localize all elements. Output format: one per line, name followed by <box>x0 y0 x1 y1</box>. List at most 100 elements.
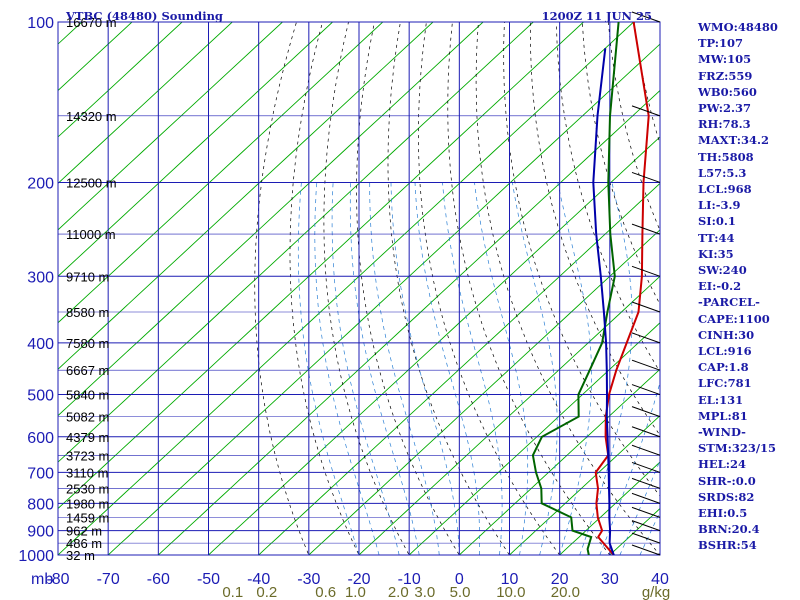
height-label: 486 m <box>66 536 102 551</box>
index-value: SRDS:82 <box>698 489 755 504</box>
height-label: 2530 m <box>66 481 109 496</box>
index-value: L57:5.3 <box>698 165 747 180</box>
moist-adiabat-line <box>442 182 503 555</box>
height-label: 9710 m <box>66 269 109 284</box>
height-label: 962 m <box>66 524 102 539</box>
pressure-tick-label: 300 <box>27 269 54 286</box>
temperature-tick-label: 10 <box>501 571 519 588</box>
wind-barb <box>631 265 661 277</box>
mixing-ratio-label: 5.0 <box>450 584 471 600</box>
isotherm-line <box>58 22 233 184</box>
wind-barbs <box>631 11 661 556</box>
isotherm-line <box>58 22 283 231</box>
dry-adiabat-line <box>323 22 410 555</box>
mixing-ratio-label: 0.6 <box>315 584 336 600</box>
index-value: WMO:48480 <box>698 20 778 34</box>
pressure-tick-label: 800 <box>27 496 54 513</box>
index-value: STM:323/15 <box>698 441 777 456</box>
isotherm-line <box>0 22 32 566</box>
isotherm-line <box>58 22 584 510</box>
index-value: LI:-3.9 <box>698 198 741 213</box>
dry-adiabat-line <box>529 22 660 436</box>
mixing-ratio-label: 10.0 <box>496 584 525 600</box>
isotherm-line <box>157 89 660 555</box>
index-value: PW:2.37 <box>698 101 752 115</box>
index-value: -PARCEL- <box>698 295 760 310</box>
temperature-tick-label: -30 <box>297 571 320 588</box>
index-value: SHR-:0.0 <box>698 473 756 488</box>
height-label: 8580 m <box>66 305 109 320</box>
wind-barb <box>631 461 661 473</box>
valid-time: 1200Z 11 JUN 25 <box>542 9 652 23</box>
index-value: EI:-0.2 <box>698 279 742 294</box>
wind-barb <box>631 223 661 235</box>
moist-adiabat-line <box>331 182 400 555</box>
moist-adiabat-line <box>512 182 558 555</box>
mixing-ratio-label: 0.2 <box>256 584 277 600</box>
index-value: MAXT:34.2 <box>698 133 769 148</box>
index-value: LCL:916 <box>698 344 752 358</box>
isotherm-line <box>559 461 660 555</box>
mixing-ratio-label: 2.0 <box>388 584 409 600</box>
height-label: 6667 m <box>66 363 109 378</box>
sounding-profiles <box>531 22 650 555</box>
pressure-tick-label: 200 <box>27 175 54 192</box>
height-label: 16670 m <box>66 15 117 30</box>
mixing-ratio-label: 0.1 <box>222 584 243 600</box>
index-value: BRN:20.4 <box>698 522 760 537</box>
mixing-ratio-unit: g/kg <box>642 584 670 600</box>
temperature-tick-label: -50 <box>197 571 220 588</box>
isotherm-line <box>58 22 634 555</box>
pressure-tick-label: 100 <box>27 15 54 32</box>
index-value: TH:5808 <box>698 149 754 164</box>
index-value: CAP:1.8 <box>698 360 749 375</box>
height-label: 14320 m <box>66 109 117 124</box>
wind-barb <box>631 359 661 371</box>
moist-adiabat-line <box>474 182 529 555</box>
height-label: 3110 m <box>66 465 108 480</box>
pressure-tick-label: 400 <box>27 336 54 353</box>
index-value: HEL:24 <box>698 457 746 472</box>
index-value: RH:78.3 <box>698 117 751 132</box>
index-value: CINH:30 <box>698 327 755 342</box>
isotherm-line <box>107 43 660 555</box>
index-value: MW:105 <box>698 52 752 67</box>
wind-barb <box>631 532 661 544</box>
height-label: 1459 m <box>66 510 109 525</box>
isotherm-lines <box>0 22 660 566</box>
index-value: MPL:81 <box>698 408 748 423</box>
isotherm-line <box>58 22 534 463</box>
height-label: 1980 m <box>66 496 109 511</box>
dry-adiabat-line <box>503 22 660 497</box>
pressure-tick-label: 900 <box>27 524 54 541</box>
wind-barb <box>631 171 661 183</box>
parcel-profile <box>592 48 615 555</box>
index-value: -WIND- <box>698 425 746 439</box>
wind-barb <box>631 520 661 532</box>
temperature-tick-label: 20 <box>551 571 569 588</box>
moist-adiabat-line <box>599 381 660 555</box>
station-title: VTBC (48480) Sounding <box>65 9 223 23</box>
dry-adiabat-line <box>289 22 360 555</box>
wind-barb <box>631 477 661 489</box>
index-value: SW:240 <box>698 263 747 277</box>
temperature-tick-label: -10 <box>398 571 421 588</box>
wind-barb <box>631 492 661 504</box>
temperature-profile <box>594 22 650 555</box>
temperature-tick-label: 0 <box>455 571 464 588</box>
index-value: LFC:781 <box>698 376 752 391</box>
isotherm-line <box>58 22 434 370</box>
temperature-tick-label: 30 <box>601 571 619 588</box>
wind-barb <box>631 544 661 556</box>
dry-adiabat-line <box>387 22 510 555</box>
isotherm-line <box>408 322 660 555</box>
index-value: EL:131 <box>698 392 744 407</box>
wind-barb <box>631 384 661 396</box>
isotherm-line <box>207 136 660 555</box>
wind-barb <box>631 301 661 313</box>
wind-barb <box>631 332 661 344</box>
wind-barb <box>631 406 661 418</box>
pressure-tick-label: 500 <box>27 388 54 405</box>
index-value: BSHR:54 <box>698 538 757 553</box>
